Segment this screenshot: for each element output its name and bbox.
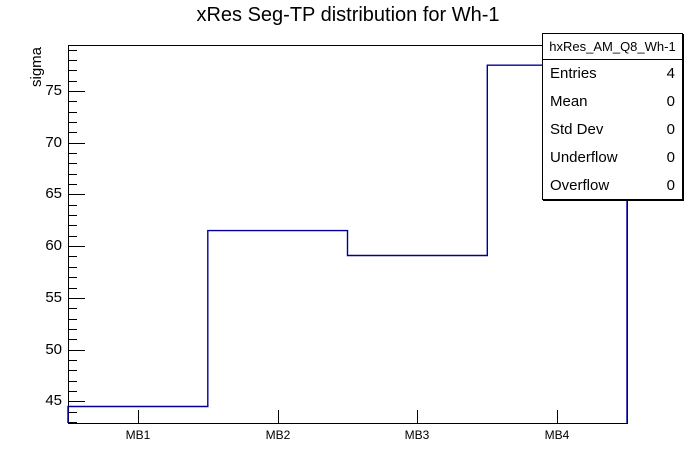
y-axis-tick-label: 75 xyxy=(45,82,62,100)
stats-row: Overflow 0 xyxy=(543,177,682,194)
y-axis-tick-label: 45 xyxy=(45,392,62,410)
stats-row-value: 0 xyxy=(666,176,675,194)
stats-row: Underflow 0 xyxy=(543,149,682,166)
stats-row-label: Underflow xyxy=(550,148,618,166)
stats-row-label: Entries xyxy=(550,65,597,83)
x-axis-tick-label: MB2 xyxy=(265,428,291,442)
x-axis-tick-label: MB4 xyxy=(544,428,570,442)
y-axis-tick-label: 50 xyxy=(45,340,62,358)
chart-title: xRes Seg-TP distribution for Wh-1 xyxy=(196,4,500,26)
stats-rows: Entries 4 Mean 0 Std Dev 0 Underflow 0 Overflow 0 xyxy=(543,60,682,199)
y-axis-tick-label: 60 xyxy=(45,237,62,255)
y-axis-tick-label: 55 xyxy=(45,288,62,306)
stats-row-label: Overflow xyxy=(550,176,610,194)
stats-row-label: Mean xyxy=(550,93,588,111)
x-axis-tick-label: MB3 xyxy=(404,428,430,442)
stats-box-title: hxRes_AM_Q8_Wh-1 xyxy=(543,34,682,60)
stats-row-label: Std Dev xyxy=(550,120,604,138)
y-axis-tick-label: 65 xyxy=(45,185,62,203)
stats-row: Entries 4 xyxy=(543,65,682,82)
stats-row: Std Dev 0 xyxy=(543,121,682,138)
stats-row-value: 0 xyxy=(666,120,675,138)
x-axis-tick-label: MB1 xyxy=(125,428,151,442)
stats-row-value: 4 xyxy=(666,65,675,83)
stats-row-value: 0 xyxy=(666,93,675,111)
stats-row-value: 0 xyxy=(666,148,675,166)
stats-row: Mean 0 xyxy=(543,93,682,110)
stats-box: hxRes_AM_Q8_Wh-1 Entries 4 Mean 0 Std Dev 0 Un… xyxy=(542,33,683,200)
y-axis-tick-label: 70 xyxy=(45,133,62,151)
